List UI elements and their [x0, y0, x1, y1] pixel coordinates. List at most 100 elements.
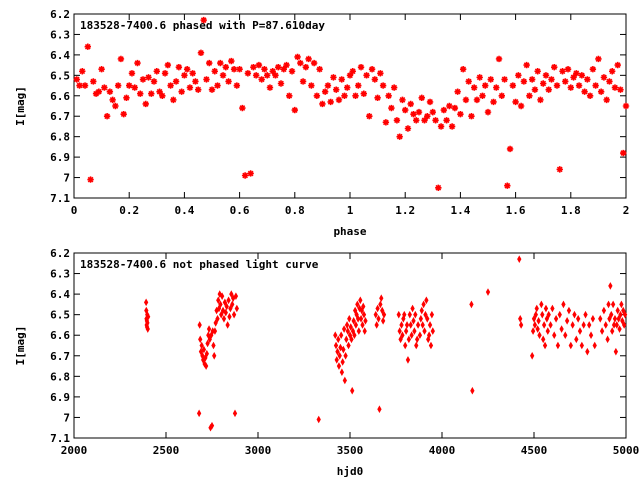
unphased-data-point	[203, 362, 209, 370]
phased-data-point	[126, 82, 133, 89]
phased-data-point	[465, 78, 472, 85]
phased-data-point	[617, 86, 624, 93]
unphased-y-tick-label: 6.9	[50, 391, 70, 404]
phased-data-point	[393, 117, 401, 124]
phased-data-point	[509, 82, 517, 89]
unphased-data-point	[409, 331, 414, 340]
unphased-data-point	[234, 304, 239, 313]
unphased-data-point	[357, 304, 362, 313]
unphased-data-point	[410, 304, 415, 313]
phased-data-point	[498, 92, 505, 99]
unphased-data-point	[340, 358, 345, 366]
unphased-data-point	[421, 300, 426, 309]
phased-data-point	[241, 172, 249, 179]
phased-data-point	[584, 76, 591, 83]
phased-data-point	[368, 66, 376, 73]
unphased-y-tick-label: 6.2	[50, 247, 70, 260]
phased-data-point	[462, 96, 470, 104]
phased-data-point	[459, 66, 467, 73]
unphased-y-tick-label: 7	[63, 411, 70, 424]
phased-data-point	[313, 92, 321, 99]
unphased-data-point	[559, 325, 564, 333]
phased-data-point	[297, 59, 304, 67]
unphased-data-point	[531, 314, 537, 323]
phased-data-point	[217, 59, 224, 67]
phased-data-point	[112, 102, 119, 110]
unphased-data-point	[212, 327, 218, 335]
phased-data-point	[360, 90, 367, 97]
phased-x-tick-label: 0.8	[285, 204, 305, 217]
phased-data-point	[528, 76, 536, 83]
phased-data-point	[175, 63, 183, 71]
unphased-data-point	[143, 298, 149, 307]
phased-data-point	[457, 110, 464, 118]
phased-data-point	[385, 92, 392, 99]
unphased-data-point	[535, 325, 540, 333]
phased-data-point	[559, 68, 566, 75]
unphased-data-point	[316, 415, 321, 424]
unphased-data-point	[230, 300, 235, 309]
unphased-data-point	[533, 310, 538, 319]
unphased-data-point	[518, 314, 523, 323]
phased-data-point	[606, 78, 613, 85]
phased-data-point	[407, 100, 414, 108]
phased-data-point	[277, 80, 285, 87]
phased-data-point	[103, 113, 111, 120]
phased-data-point	[490, 98, 497, 106]
phased-data-point	[90, 78, 97, 85]
unphased-data-point	[374, 321, 379, 329]
phased-data-point	[195, 86, 202, 93]
phased-y-tick-label: 7	[63, 172, 70, 185]
phased-data-point	[178, 88, 185, 95]
phased-data-point	[526, 92, 533, 99]
unphased-data-point	[339, 331, 344, 340]
phased-data-point	[540, 80, 547, 87]
unphased-data-point	[226, 296, 231, 305]
phased-data-point	[399, 96, 406, 104]
phased-data-point	[236, 66, 243, 73]
phased-chart-title: 183528-7400.6 phased with P=87.610day	[80, 19, 325, 32]
unphased-data-point	[581, 321, 586, 329]
phased-data-point	[333, 86, 340, 93]
unphased-data-point	[605, 335, 610, 344]
phased-data-point	[564, 66, 572, 73]
phased-y-tick-label: 6.3	[50, 28, 70, 41]
phased-data-point	[468, 113, 475, 120]
phased-data-point	[148, 90, 155, 97]
phased-data-point	[363, 72, 370, 79]
phased-data-point	[266, 84, 274, 91]
unphased-data-point	[400, 331, 405, 340]
phased-data-point	[479, 92, 486, 99]
phased-data-point	[556, 166, 563, 173]
phased-data-point	[316, 66, 323, 73]
phased-data-point	[167, 82, 174, 89]
phased-data-point	[570, 74, 577, 81]
phased-data-point	[595, 55, 602, 63]
unphased-data-point	[336, 335, 341, 344]
phased-data-point	[338, 76, 345, 83]
unphased-data-point	[381, 310, 387, 319]
unphased-data-point	[418, 314, 423, 323]
unphased-data-point	[539, 300, 544, 309]
unphased-data-point	[333, 341, 339, 350]
unphased-data-point	[380, 306, 385, 315]
phased-data-point	[482, 82, 489, 89]
phased-data-point	[390, 84, 398, 91]
unphased-data-point	[576, 314, 581, 323]
unphased-data-point	[396, 310, 401, 319]
unphased-data-point	[609, 310, 614, 319]
phased-data-point	[573, 70, 580, 77]
unphased-data-point	[343, 351, 348, 360]
unphased-data-point	[355, 314, 361, 323]
unphased-data-point	[598, 314, 603, 323]
unphased-data-point	[339, 368, 345, 377]
phased-data-point	[487, 76, 494, 83]
unphased-data-point	[213, 319, 218, 327]
phased-y-tick-label: 6.8	[50, 131, 70, 144]
phased-data-point	[341, 92, 348, 99]
phased-data-point	[327, 98, 334, 106]
phased-data-point	[305, 55, 312, 63]
phased-y-tick-label: 7.1	[50, 192, 70, 205]
phased-x-tick-label: 1.6	[506, 204, 526, 217]
unphased-data-point	[344, 321, 350, 329]
